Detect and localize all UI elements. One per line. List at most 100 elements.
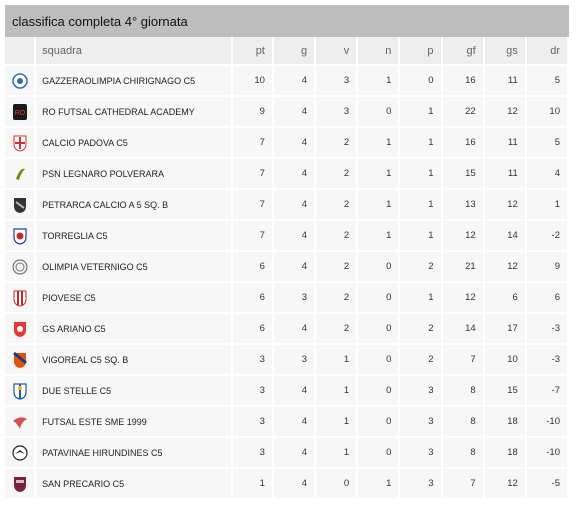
cell-won: 1 — [316, 376, 359, 407]
header-played[interactable]: g — [273, 37, 317, 66]
cell-goals-for: 21 — [442, 252, 485, 283]
cell-won: 1 — [316, 438, 359, 469]
cell-goals-against: 11 — [484, 159, 527, 190]
cell-played: 4 — [273, 66, 317, 97]
cell-played: 4 — [273, 252, 317, 283]
team-name[interactable]: FUTSAL ESTE SME 1999 — [36, 407, 233, 438]
cell-won: 1 — [316, 345, 359, 376]
team-name[interactable]: PETRARCA CALCIO A 5 Sq. B — [36, 190, 233, 221]
cell-goals-against: 6 — [484, 283, 527, 314]
cell-lost: 3 — [400, 376, 443, 407]
cell-lost: 1 — [400, 283, 443, 314]
cell-drawn: 1 — [358, 159, 401, 190]
team-name[interactable]: RO FUTSAL CATHEDRAL ACADEMY — [36, 97, 233, 128]
cell-goal-difference: 1 — [526, 190, 569, 221]
team-name[interactable]: TORREGLIA C5 — [36, 221, 233, 252]
team-logo-cell — [5, 128, 37, 159]
cell-goal-difference: 4 — [526, 159, 569, 190]
table-body: GAZZERAOLIMPIA CHIRIGNAGO C5 10 4 3 1 0 16 11 5 R… — [5, 66, 569, 500]
cell-goals-against: 10 — [484, 345, 527, 376]
cell-won: 2 — [316, 190, 359, 221]
team-name[interactable]: PIOVESE C5 — [36, 283, 233, 314]
team-logo-cell — [5, 66, 37, 97]
table-row[interactable]: FUTSAL ESTE SME 1999 3 4 1 0 3 8 18 -10 — [5, 407, 569, 438]
table-row[interactable]: CALCIO PADOVA C5 7 4 2 1 1 16 11 5 — [5, 128, 569, 159]
header-goals-for[interactable]: gf — [442, 37, 485, 66]
cell-goal-difference: -10 — [526, 438, 569, 469]
table-row[interactable]: GS ARIANO C5 6 4 2 0 2 14 17 -3 — [5, 314, 569, 345]
header-won[interactable]: v — [316, 37, 359, 66]
cell-points: 3 — [232, 345, 274, 376]
blue-white-shield-icon — [12, 382, 28, 400]
team-logo-cell — [5, 469, 37, 500]
table-row[interactable]: DUE STELLE C5 3 4 1 0 3 8 15 -7 — [5, 376, 569, 407]
cell-drawn: 0 — [358, 407, 401, 438]
team-name[interactable]: GS ARIANO C5 — [36, 314, 233, 345]
cell-won: 0 — [316, 469, 359, 500]
table-row[interactable]: PIOVESE C5 6 3 2 0 1 12 6 6 — [5, 283, 569, 314]
cell-played: 4 — [273, 190, 317, 221]
table-row[interactable]: PETRARCA CALCIO A 5 Sq. B 7 4 2 1 1 13 12 1 — [5, 190, 569, 221]
team-logo-cell — [5, 252, 37, 283]
table-row[interactable]: OLIMPIA VETERNIGO C5 6 4 2 0 2 21 12 9 — [5, 252, 569, 283]
round-crest-icon — [11, 258, 28, 276]
cell-won: 2 — [316, 252, 359, 283]
cell-goals-for: 14 — [442, 314, 485, 345]
cell-goals-against: 12 — [484, 252, 527, 283]
cell-won: 3 — [316, 66, 359, 97]
cell-goal-difference: -3 — [526, 345, 569, 376]
cell-won: 1 — [316, 407, 359, 438]
standings-title: classifica completa 4° giornata — [5, 5, 569, 37]
team-name[interactable]: SAN PRECARIO C5 — [36, 469, 233, 500]
striped-shield-icon — [12, 289, 28, 307]
cell-goals-for: 8 — [442, 407, 485, 438]
cell-goals-for: 12 — [442, 283, 485, 314]
table-row[interactable]: PATAVINAE HIRUNDINES C5 3 4 1 0 3 8 18 -10 — [5, 438, 569, 469]
team-name[interactable]: PSN LEGNARO POLVERARA — [36, 159, 233, 190]
team-name[interactable]: VIGOREAL C5 Sq. B — [36, 345, 233, 376]
dark-shield-icon — [12, 196, 28, 214]
cell-played: 4 — [273, 438, 317, 469]
table-row[interactable]: VIGOREAL C5 Sq. B 3 3 1 0 2 7 10 -3 — [5, 345, 569, 376]
cell-played: 4 — [273, 314, 317, 345]
cell-goal-difference: -5 — [526, 469, 569, 500]
team-name[interactable]: PATAVINAE HIRUNDINES C5 — [36, 438, 233, 469]
table-row[interactable]: SAN PRECARIO C5 1 4 0 1 3 7 12 -5 — [5, 469, 569, 500]
header-lost[interactable]: p — [400, 37, 443, 66]
team-name[interactable]: DUE STELLE C5 — [36, 376, 233, 407]
cell-drawn: 0 — [358, 438, 401, 469]
cell-goal-difference: -10 — [526, 407, 569, 438]
cell-goals-against: 14 — [484, 221, 527, 252]
header-points[interactable]: pt — [232, 37, 274, 66]
cell-points: 7 — [232, 128, 274, 159]
cell-goals-against: 15 — [484, 376, 527, 407]
table-row[interactable]: TORREGLIA C5 7 4 2 1 1 12 14 -2 — [5, 221, 569, 252]
team-logo-cell: RO — [5, 97, 37, 128]
table-row[interactable]: GAZZERAOLIMPIA CHIRIGNAGO C5 10 4 3 1 0 16 11 5 — [5, 66, 569, 97]
table-header: squadra pt g v n p gf gs dr — [5, 37, 569, 66]
team-name[interactable]: CALCIO PADOVA C5 — [36, 128, 233, 159]
team-name[interactable]: GAZZERAOLIMPIA CHIRIGNAGO C5 — [36, 66, 233, 97]
cell-played: 4 — [273, 159, 317, 190]
cell-goals-for: 13 — [442, 190, 485, 221]
header-goal-difference[interactable]: dr — [526, 37, 569, 66]
cell-goals-against: 11 — [484, 128, 527, 159]
table-row[interactable]: RO RO FUTSAL CATHEDRAL ACADEMY 9 4 3 0 1 22 12 10 — [5, 97, 569, 128]
orange-shield-icon — [12, 351, 28, 369]
cell-lost: 2 — [400, 252, 443, 283]
cell-lost: 3 — [400, 407, 443, 438]
team-name[interactable]: OLIMPIA VETERNIGO C5 — [36, 252, 233, 283]
swoosh-crest-icon — [12, 413, 28, 431]
header-team[interactable]: squadra — [36, 37, 233, 66]
cell-drawn: 0 — [358, 283, 401, 314]
header-logo — [5, 37, 37, 66]
cell-won: 2 — [316, 128, 359, 159]
cell-drawn: 1 — [358, 221, 401, 252]
cell-goals-for: 7 — [442, 345, 485, 376]
team-logo-cell — [5, 190, 37, 221]
header-drawn[interactable]: n — [358, 37, 401, 66]
header-goals-against[interactable]: gs — [484, 37, 527, 66]
cell-drawn: 0 — [358, 314, 401, 345]
cell-drawn: 1 — [358, 469, 401, 500]
table-row[interactable]: PSN LEGNARO POLVERARA 7 4 2 1 1 15 11 4 — [5, 159, 569, 190]
